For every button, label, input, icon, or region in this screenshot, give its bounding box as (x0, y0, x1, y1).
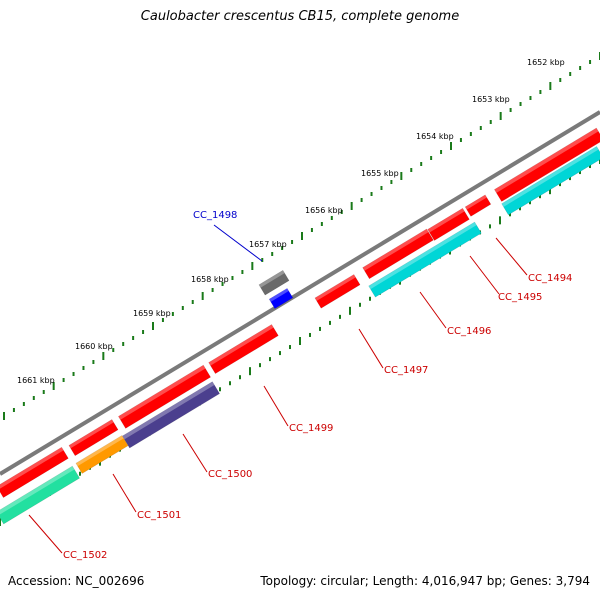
gene-label-cc-1500[interactable]: CC_1500 (208, 469, 252, 480)
kbp-labels: 1652 kbp 1653 kbp 1654 kbp 1655 kbp 1656… (17, 58, 565, 385)
genome-summary: Topology: circular; Length: 4,016,947 bp… (260, 574, 590, 588)
gene-cc-1498-highlight (258, 270, 285, 288)
gene-cc-1501[interactable] (75, 435, 129, 474)
gene-cc-1496-highlight (368, 222, 477, 290)
gene-cc-1497-body[interactable] (314, 274, 361, 309)
gene-cc-1496-body[interactable] (368, 221, 482, 298)
gene-cc-1497-highlight (314, 274, 356, 301)
gene-cc-1498b[interactable] (268, 287, 294, 309)
gene-label-cc-1498[interactable]: CC_1498 (193, 210, 237, 221)
gene-cc-1495-body[interactable] (464, 194, 492, 217)
leader-cc-1500 (182, 433, 208, 473)
gene-cc-1498b-highlight (269, 288, 289, 302)
gene-cc-1494-highlight (494, 128, 599, 193)
kbp-label-1653: 1653 kbp (472, 95, 510, 104)
gene-cc-1500b-body[interactable] (68, 419, 119, 457)
gene-features[interactable] (0, 127, 600, 525)
gene-cc-1500b-highlight (68, 419, 114, 449)
gene-cc-1494-track-highlight (501, 146, 599, 207)
kbp-label-1655: 1655 kbp (361, 169, 399, 178)
gene-labels: CC_1494 CC_1495 CC_1496 CC_1497 CC_1498 … (63, 210, 572, 561)
gene-cc-1496b[interactable] (362, 228, 434, 280)
gene-cc-1499b-highlight (118, 365, 206, 420)
map-title: Caulobacter crescentus CB15, complete ge… (140, 9, 460, 24)
genome-backbone (0, 110, 600, 476)
gene-label-cc-1494[interactable]: CC_1494 (528, 273, 572, 284)
leader-cc-1495 (469, 255, 500, 295)
gene-cc-1496b-body[interactable] (362, 228, 434, 280)
gene-cc-1495b-body[interactable] (427, 207, 470, 241)
gene-cc-1500b[interactable] (68, 419, 119, 457)
gene-cc-1495-highlight (465, 194, 487, 210)
leader-cc-1498 (213, 224, 263, 262)
kbp-label-1656: 1656 kbp (305, 206, 343, 215)
gene-cc-1499-highlight (208, 324, 274, 366)
gene-cc-1502-body[interactable] (0, 465, 80, 525)
gene-cc-1502b-body[interactable] (0, 446, 69, 498)
gene-cc-1501-body[interactable] (75, 435, 129, 474)
kbp-label-1657: 1657 kbp (249, 240, 287, 249)
gene-cc-1495[interactable] (464, 194, 492, 217)
gene-cc-1502[interactable] (0, 465, 80, 525)
gene-cc-1498-body[interactable] (258, 269, 290, 296)
gene-cc-1499b[interactable] (118, 364, 211, 429)
gene-cc-1499-body[interactable] (208, 324, 279, 375)
gene-cc-1498b-body[interactable] (268, 287, 294, 309)
gene-cc-1499b-body[interactable] (118, 364, 211, 429)
gene-label-cc-1501[interactable]: CC_1501 (137, 510, 181, 521)
gene-label-cc-1502[interactable]: CC_1502 (63, 550, 107, 561)
gene-cc-1501-highlight (75, 435, 124, 467)
kbp-label-1661: 1661 kbp (17, 376, 55, 385)
gene-label-cc-1495[interactable]: CC_1495 (498, 292, 542, 303)
leader-cc-1497 (358, 328, 384, 369)
gene-cc-1500[interactable] (122, 381, 220, 449)
kbp-label-1659: 1659 kbp (133, 309, 171, 318)
gene-cc-1495b-highlight (427, 208, 465, 233)
gene-label-cc-1496[interactable]: CC_1496 (447, 326, 491, 337)
kbp-label-1658: 1658 kbp (191, 275, 229, 284)
gene-cc-1500-highlight (122, 381, 215, 440)
leader-cc-1499 (263, 385, 289, 427)
leader-cc-1502 (28, 514, 63, 554)
gene-label-cc-1497[interactable]: CC_1497 (384, 365, 428, 376)
gene-cc-1495b[interactable] (427, 207, 470, 241)
gene-cc-1496b-highlight (362, 229, 429, 271)
leader-cc-1494 (495, 237, 528, 276)
gene-cc-1500-body[interactable] (122, 381, 220, 449)
gene-cc-1496[interactable] (368, 221, 482, 298)
leader-cc-1501 (112, 473, 137, 513)
gene-cc-1502b-highlight (0, 447, 64, 490)
gene-cc-1497[interactable] (314, 274, 361, 309)
accession-text: Accession: NC_002696 (8, 574, 145, 588)
leader-cc-1496 (419, 291, 447, 329)
label-leaders (28, 224, 528, 554)
gene-cc-1498[interactable] (258, 269, 290, 296)
gene-label-cc-1499[interactable]: CC_1499 (289, 423, 333, 434)
gene-cc-1499[interactable] (208, 324, 279, 375)
kbp-label-1660: 1660 kbp (75, 342, 113, 351)
kbp-label-1652: 1652 kbp (527, 58, 565, 67)
gene-cc-1502-highlight (0, 466, 75, 516)
kbp-label-1654: 1654 kbp (416, 132, 454, 141)
gene-cc-1502b[interactable] (0, 446, 69, 498)
